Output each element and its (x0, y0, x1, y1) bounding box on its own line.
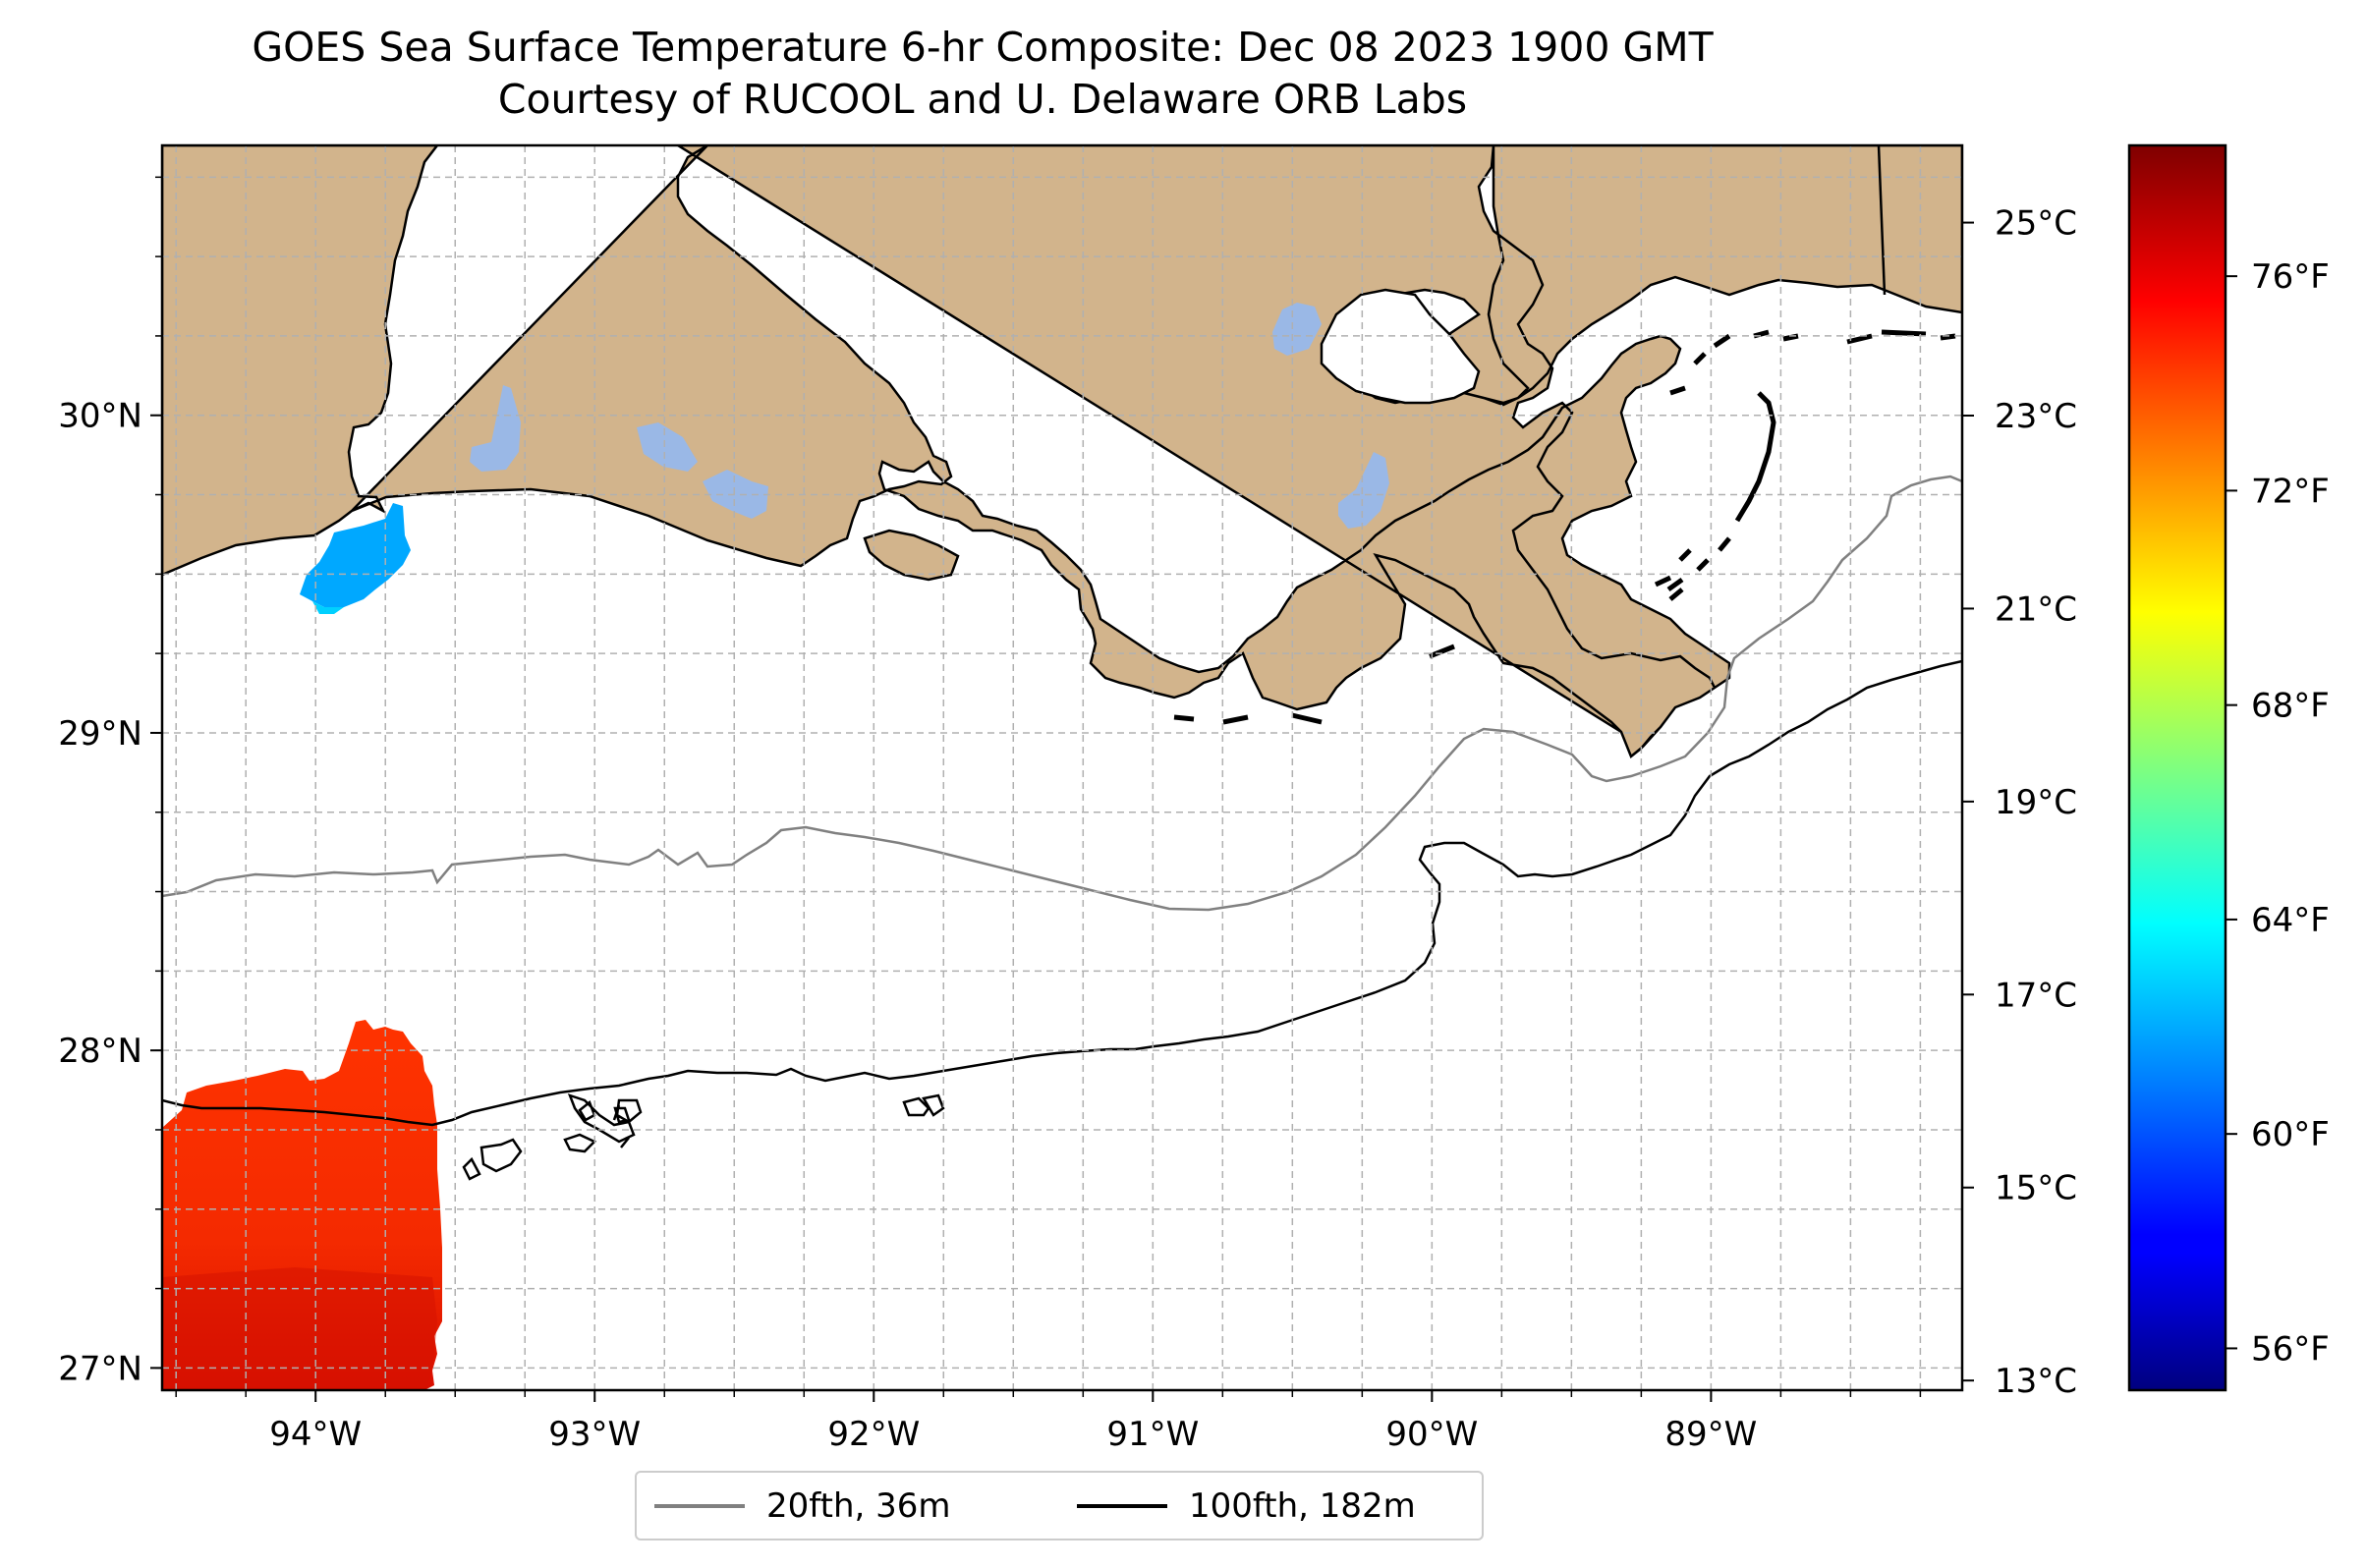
title-line-2: Courtesy of RUCOOL and U. Delaware ORB L… (497, 76, 1468, 123)
lon-axis: 94°W 93°W 92°W 91°W 90°W 89°W (175, 1390, 1922, 1454)
celsius-tick-label: 17°C (1995, 976, 2077, 1015)
land-mass (162, 145, 1962, 759)
map-frame (160, 143, 1964, 1392)
colorbar-celsius-axis: 25°C 23°C 21°C 19°C 17°C 15°C 13°C (1962, 204, 2077, 1401)
celsius-tick-label: 15°C (1995, 1169, 2077, 1208)
lon-tick-label: 90°W (1385, 1415, 1478, 1454)
legend-label-100fth: 100fth, 182m (1189, 1485, 1416, 1526)
celsius-tick-label: 21°C (1995, 589, 2077, 629)
legend-line-grey (654, 1503, 745, 1508)
fahrenheit-tick-label: 72°F (2251, 472, 2330, 511)
lat-tick-label: 28°N (58, 1032, 142, 1071)
lon-tick-label: 94°W (269, 1415, 362, 1454)
isobath-100fth-fragments (462, 1092, 945, 1181)
celsius-tick-label: 19°C (1995, 783, 2077, 822)
celsius-tick-label: 13°C (1995, 1362, 2077, 1401)
map-legend: 20fth, 36m 100fth, 182m (635, 1471, 1484, 1540)
state-border (1877, 145, 1887, 296)
lake-3 (703, 470, 768, 519)
lake-2 (637, 422, 698, 472)
colorbar (2127, 143, 2227, 1392)
legend-item-20fth: 20fth, 36m (654, 1473, 951, 1539)
map-title: GOES Sea Surface Temperature 6-hr Compos… (0, 22, 1965, 126)
map-gridlines (162, 145, 1962, 1390)
isobath-20fth (162, 475, 1962, 912)
lat-tick-label: 29°N (58, 714, 142, 754)
lon-tick-label: 91°W (1106, 1415, 1199, 1454)
legend-label-20fth: 20fth, 36m (766, 1485, 951, 1526)
isobath-100fth (162, 659, 1962, 1127)
celsius-tick-label: 25°C (1995, 204, 2077, 244)
legend-line-black (1077, 1503, 1167, 1508)
island-marsh-1 (863, 529, 960, 582)
barrier-islands (1173, 329, 1956, 725)
sst-warm-patch-bottom (162, 1267, 437, 1390)
lake-pontchartrain (1320, 288, 1481, 405)
fahrenheit-tick-label: 56°F (2251, 1329, 2330, 1369)
lake-4 (1272, 303, 1322, 356)
lat-tick-label: 30°N (58, 397, 142, 436)
lon-tick-label: 93°W (548, 1415, 641, 1454)
fahrenheit-tick-label: 68°F (2251, 687, 2330, 726)
sst-cool-patch (300, 503, 411, 607)
legend-item-100fth: 100fth, 182m (1077, 1473, 1416, 1539)
lat-axis: 30°N 29°N 28°N 27°N (58, 176, 162, 1388)
celsius-tick-label: 23°C (1995, 397, 2077, 436)
lat-tick-label: 27°N (58, 1349, 142, 1388)
lon-tick-label: 92°W (827, 1415, 920, 1454)
fahrenheit-tick-label: 76°F (2251, 257, 2330, 297)
sst-cool-patch-edge (312, 601, 344, 614)
fahrenheit-tick-label: 64°F (2251, 901, 2330, 940)
title-line-1: GOES Sea Surface Temperature 6-hr Compos… (252, 24, 1714, 71)
lake-5 (1338, 452, 1389, 529)
colorbar-fahrenheit-axis: 76°F 72°F 68°F 64°F 60°F 56°F (2226, 257, 2330, 1369)
lake-1 (470, 385, 521, 472)
fahrenheit-tick-label: 60°F (2251, 1115, 2330, 1154)
lon-tick-label: 89°W (1664, 1415, 1757, 1454)
